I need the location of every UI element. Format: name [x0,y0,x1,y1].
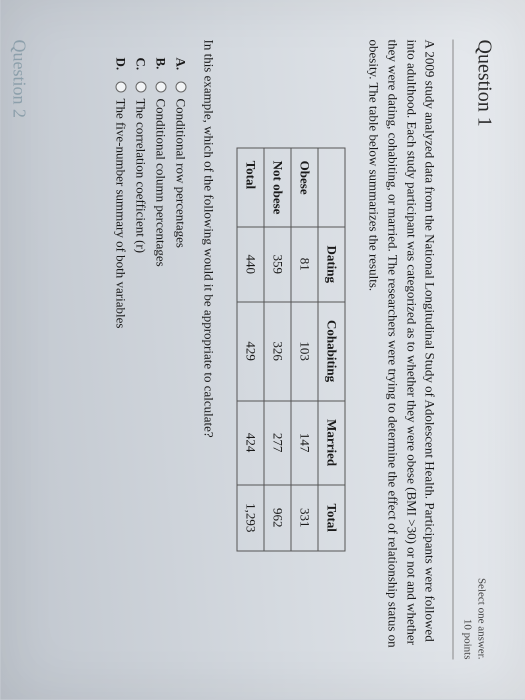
row-label: Not obese [264,148,291,227]
cell: 277 [264,401,291,485]
cell: 331 [291,485,318,551]
cell: 326 [264,302,291,401]
cell: 440 [237,227,264,302]
option-text: The correlation coefficient (r) [133,99,149,254]
option-text: The five-number summary of both variable… [113,99,129,329]
row-label: Obese [291,148,318,227]
cell: 103 [291,302,318,401]
question-stem: A 2009 study analyzed data from the Nati… [364,40,439,660]
answer-options: A. Conditional row percentages B. Condit… [113,40,189,660]
row-label: Total [237,148,264,227]
radio-icon [135,82,146,93]
question-meta: Select one answer. 10 points [460,578,489,660]
cell: 424 [237,401,264,485]
option-b[interactable]: B. Conditional column percentages [153,58,169,660]
option-text: Conditional row percentages [173,99,189,248]
cell: 359 [264,227,291,302]
table-row: Obese 81 103 147 331 [291,148,318,551]
next-question-label: Question 2 [9,40,30,119]
question-header: Question 1 Select one answer. 10 points [453,40,496,660]
table-header [318,148,345,227]
cell: 429 [237,302,264,401]
cell: 81 [291,227,318,302]
cell: 962 [264,485,291,551]
table-header: Dating [318,227,345,302]
followup-question: In this example, which of the following … [201,40,217,660]
radio-icon [115,82,126,93]
option-text: Conditional column percentages [153,99,169,267]
option-c[interactable]: C. The correlation coefficient (r) [133,58,149,660]
answer-instruction: Select one answer. [474,578,488,660]
option-d[interactable]: D. The five-number summary of both varia… [113,58,129,660]
radio-icon [175,82,186,93]
option-letter: B. [153,58,169,76]
radio-icon [155,82,166,93]
option-letter: C. [133,58,149,76]
cell: 1,293 [237,485,264,551]
option-letter: D. [113,58,129,76]
table-header-row: Dating Cohabiting Married Total [318,148,345,551]
points-label: 10 points [460,578,474,660]
data-table: Dating Cohabiting Married Total Obese 81… [237,148,346,552]
table-header: Married [318,401,345,485]
table-header: Cohabiting [318,302,345,401]
table-header: Total [318,485,345,551]
cell: 147 [291,401,318,485]
option-letter: A. [173,58,189,76]
table-row: Total 440 429 424 1,293 [237,148,264,551]
table-row: Not obese 359 326 277 962 [264,148,291,551]
question-number: Question 1 [473,40,496,127]
option-a[interactable]: A. Conditional row percentages [173,58,189,660]
